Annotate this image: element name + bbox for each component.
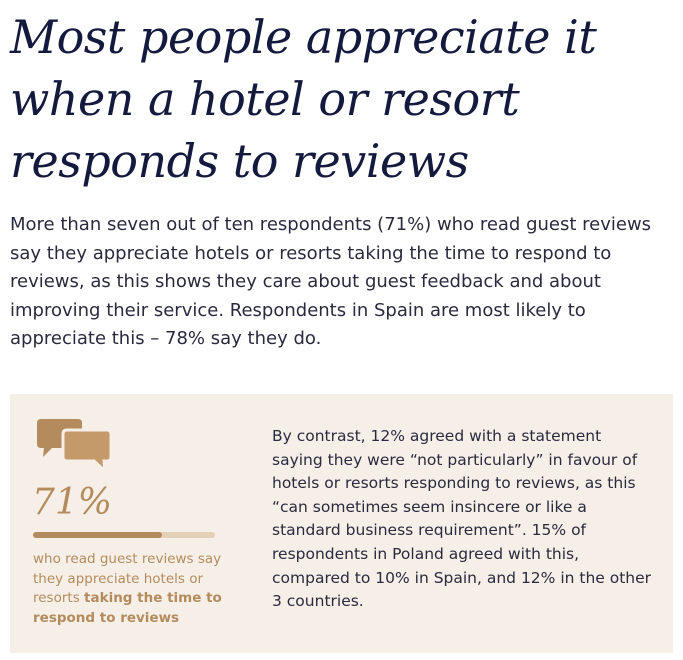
- stat-bar-fill: [33, 532, 163, 538]
- speech-bubbles-icon: [37, 419, 113, 481]
- stat-caption-bold: taking the time to respond to reviews: [33, 590, 222, 626]
- stat-caption-plain: who read guest reviews say they apprecia…: [33, 551, 222, 606]
- stat-caption: who read guest reviews say they apprecia…: [33, 550, 233, 628]
- intro-paragraph: More than seven out of ten respondents (…: [10, 214, 652, 350]
- contrast-paragraph: By contrast, 12% agreed with a statement…: [272, 427, 652, 611]
- stat-panel: 71% who read guest reviews say they appr…: [10, 394, 673, 653]
- headline: Most people appreciate it when a hotel o…: [10, 10, 597, 188]
- stat-value: 71%: [32, 482, 113, 523]
- stat-bar: [33, 532, 215, 538]
